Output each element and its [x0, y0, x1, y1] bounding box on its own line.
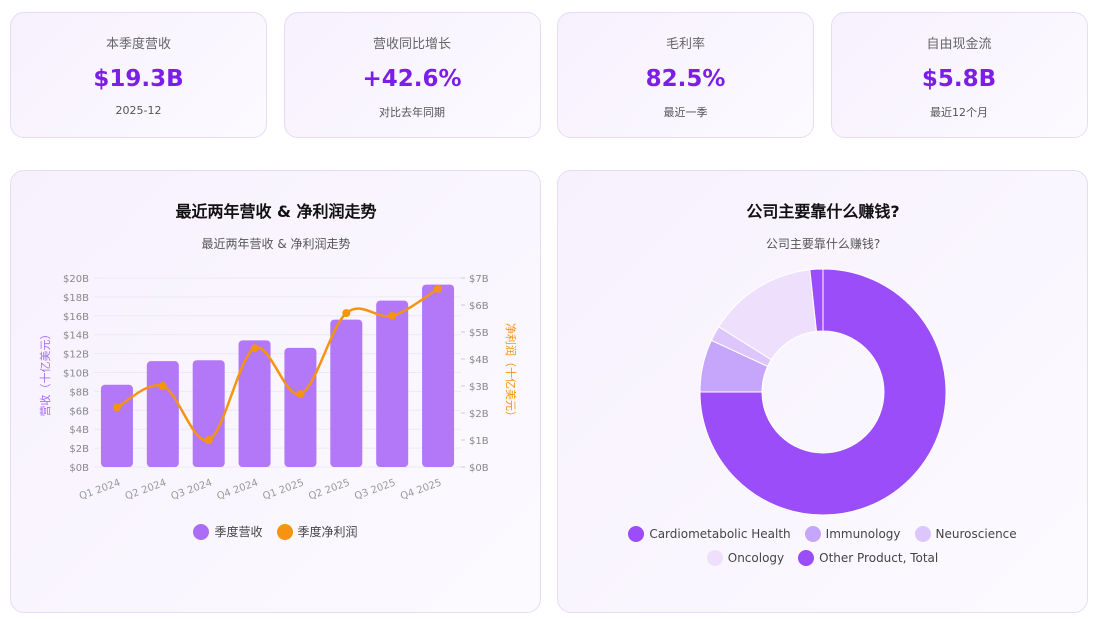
y2-tick-label: $6B [469, 301, 489, 312]
kpi-label: 自由现金流 [926, 37, 992, 52]
bar [284, 347, 317, 467]
legend-item: 季度营收 [193, 523, 263, 540]
x-tick-label: Q1 2024 [78, 477, 122, 502]
bar [192, 360, 225, 467]
kpi-card: 营收同比增长 +42.6% 对比去年同期 [283, 12, 541, 138]
y-tick-label: $16B [63, 312, 89, 323]
kpi-card: 本季度营收 $19.3B 2025-12 [10, 12, 267, 138]
y-tick-label: $8B [69, 387, 89, 398]
kpi-label: 营收同比增长 [372, 37, 451, 52]
legend-item: Immunology [804, 526, 901, 542]
bar [238, 340, 271, 467]
line-point [296, 390, 305, 399]
y2-tick-label: $4B [469, 355, 489, 366]
legend-swatch [706, 550, 723, 566]
y-tick-label: $4B [69, 425, 89, 436]
legend-label: Oncology [727, 551, 785, 565]
legend: Cardiometabolic Health Immunology Neurosci… [588, 526, 1058, 566]
donut-slice [699, 268, 947, 516]
bar [146, 361, 179, 467]
legend-swatch [804, 526, 821, 542]
legend-swatch [193, 523, 210, 540]
kpi-note: 2025-12 [115, 104, 162, 117]
y-tick-label: $0B [69, 463, 89, 474]
legend-swatch [914, 526, 931, 542]
legend-label: 季度净利润 [297, 525, 358, 539]
legend-label: Immunology [825, 527, 901, 541]
legend: 季度营收 季度净利润 [11, 523, 540, 540]
y2-axis-title: 净利润（十亿美元） [504, 323, 518, 422]
kpi-value: $5.8B [921, 66, 997, 92]
chart-title: 公司主要靠什么赚钱? [746, 202, 899, 221]
y-axis-title: 营收（十亿美元） [38, 329, 52, 417]
legend-item: Other Product, Total [798, 550, 938, 566]
legend-swatch [276, 523, 293, 540]
line-point [342, 309, 351, 318]
legend-label: 季度营收 [214, 525, 263, 539]
bar [376, 300, 409, 467]
chart-subtitle: 公司主要靠什么赚钱? [766, 236, 880, 251]
kpi-label: 本季度营收 [105, 37, 171, 52]
y-tick-label: $6B [69, 406, 89, 417]
kpi-value: 82.5% [645, 66, 726, 92]
x-tick-label: Q3 2025 [353, 477, 397, 502]
x-tick-label: Q4 2025 [399, 477, 443, 502]
legend-item: Neuroscience [914, 526, 1017, 542]
line-point [112, 403, 121, 412]
legend-item: 季度净利润 [276, 523, 358, 540]
legend-swatch [628, 526, 645, 542]
bar [422, 284, 455, 467]
y-tick-label: $10B [63, 369, 89, 380]
legend-swatch [798, 550, 815, 566]
mix-chart: 公司主要靠什么赚钱? 公司主要靠什么赚钱? [699, 202, 947, 516]
chart-title: 最近两年营收 & 净利润走势 [175, 202, 376, 221]
kpi-note: 最近12个月 [930, 106, 988, 119]
line-point [434, 284, 443, 293]
line-point [204, 436, 213, 444]
y2-tick-label: $1B [469, 436, 489, 447]
legend-label: Neuroscience [935, 527, 1017, 541]
y2-tick-label: $0B [469, 463, 489, 474]
y-tick-label: $2B [69, 444, 89, 455]
line-point [250, 344, 259, 353]
mix-panel: 公司主要靠什么赚钱? 公司主要靠什么赚钱? Cardiometabolic Hea… [557, 170, 1088, 613]
legend-label: Cardiometabolic Health [649, 527, 791, 541]
kpi-note: 对比去年同期 [379, 106, 445, 119]
y-tick-label: $14B [63, 331, 89, 342]
y-tick-label: $20B [63, 274, 89, 285]
x-tick-label: Q4 2024 [216, 477, 260, 502]
bar [100, 384, 133, 467]
y2-tick-label: $5B [469, 328, 489, 339]
line-point [158, 382, 167, 390]
kpi-label: 毛利率 [665, 37, 705, 52]
y-tick-label: $18B [63, 293, 89, 304]
kpi-card: 自由现金流 $5.8B 最近12个月 [830, 12, 1088, 138]
legend-label: Other Product, Total [819, 551, 939, 565]
legend-item: Oncology [706, 550, 785, 566]
kpi-note: 最近一季 [663, 106, 708, 119]
line-point [388, 311, 397, 320]
y-tick-label: $12B [63, 350, 89, 361]
trend-panel: 最近两年营收 & 净利润走势 最近两年营收 & 净利润走势 $0B $2B $4B $6B… [10, 170, 541, 613]
y2-tick-label: $7B [469, 274, 489, 285]
legend-item: Cardiometabolic Health [628, 526, 791, 542]
x-tick-label: Q1 2025 [261, 477, 305, 502]
x-tick-label: Q2 2024 [124, 477, 168, 502]
chart-subtitle: 最近两年营收 & 净利润走势 [202, 237, 351, 251]
kpi-value: +42.6% [362, 66, 462, 92]
y2-tick-label: $3B [469, 382, 489, 393]
x-tick-label: Q2 2025 [307, 477, 351, 502]
line [116, 287, 439, 442]
kpi-card: 毛利率 82.5% 最近一季 [557, 12, 814, 138]
x-tick-label: Q3 2024 [170, 477, 214, 502]
y2-tick-label: $2B [469, 409, 489, 420]
donut-slice [809, 268, 824, 332]
bar [330, 319, 363, 467]
kpi-value: $19.3B [93, 66, 184, 92]
